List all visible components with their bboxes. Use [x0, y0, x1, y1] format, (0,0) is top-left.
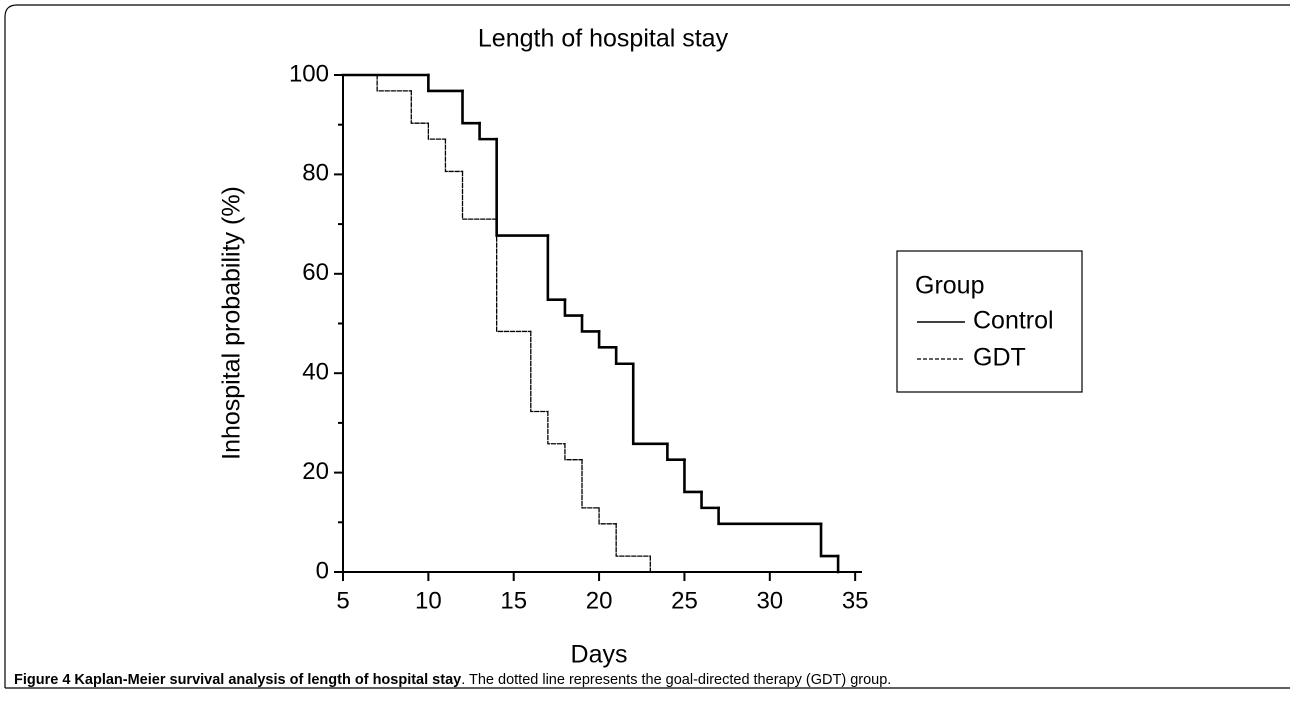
- step-segment: [598, 507, 617, 525]
- legend-label: GDT: [973, 344, 1026, 372]
- y-tick-label: 100: [289, 60, 329, 87]
- step-segment: [564, 443, 583, 461]
- step-segment: [410, 90, 430, 124]
- step-segment: [614, 346, 635, 366]
- y-tick-label: 0: [316, 557, 329, 584]
- x-tick-label: 20: [586, 587, 613, 614]
- x-tick-label: 30: [756, 587, 783, 614]
- x-tick-label: 35: [842, 587, 869, 614]
- step-segment: [700, 490, 720, 510]
- step-segment: [563, 298, 584, 317]
- y-axis-label: Inhospital probability (%): [218, 186, 246, 460]
- step-segment: [461, 89, 481, 125]
- x-tick-label: 25: [671, 587, 698, 614]
- legend-title: Group: [915, 272, 984, 300]
- x-tick-label: 5: [336, 587, 349, 614]
- caption-text: . The dotted line represents the goal-di…: [461, 672, 891, 688]
- y-tick-label: 80: [302, 160, 329, 187]
- caption-label: Figure 4 Kaplan-Meier survival analysis …: [14, 672, 461, 688]
- step-segment: [615, 523, 651, 557]
- x-tick-label: 10: [415, 587, 442, 614]
- step-segment: [427, 122, 447, 140]
- step-segment: [427, 73, 464, 93]
- x-tick-label: 15: [500, 587, 527, 614]
- step-segment: [478, 121, 498, 141]
- caption: Figure 4 Kaplan-Meier survival analysis …: [14, 672, 891, 688]
- step-segment: [597, 330, 618, 349]
- step-segment: [495, 137, 550, 237]
- step-segment: [376, 74, 412, 92]
- step-segment: [546, 234, 567, 301]
- step-segment: [461, 170, 498, 220]
- y-tick-label: 20: [302, 458, 329, 485]
- legend-label: Control: [973, 307, 1054, 335]
- figure-frame: [4, 4, 1290, 688]
- step-segment: [547, 410, 566, 445]
- y-tick-label: 60: [302, 259, 329, 286]
- step-segment: [717, 506, 823, 526]
- step-segment: [819, 522, 840, 558]
- step-segment: [580, 314, 601, 333]
- legend-box: [896, 250, 1083, 393]
- step-segment: [530, 330, 549, 413]
- x-axis-label: Days: [571, 641, 628, 669]
- step-segment: [444, 138, 464, 173]
- step-segment: [496, 218, 532, 333]
- step-segment: [581, 459, 600, 509]
- step-segment: [683, 458, 703, 494]
- step-segment: [666, 442, 686, 461]
- step-segment: [631, 362, 669, 446]
- chart-title: Length of hospital stay: [478, 25, 729, 53]
- y-tick-label: 40: [302, 359, 329, 386]
